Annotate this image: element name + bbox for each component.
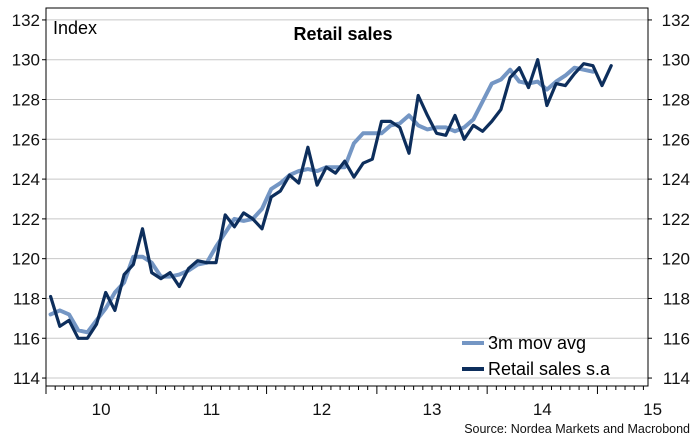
y-tick-label-left: 128 [12, 91, 40, 110]
y-tick-label-left: 132 [12, 11, 40, 30]
y-tick-label-right: 132 [662, 11, 690, 30]
legend-label-retail-sales-sa: Retail sales s.a [488, 359, 611, 379]
y-tick-label-left: 126 [12, 130, 40, 149]
y-tick-label-left: 116 [13, 329, 40, 348]
x-tick-label-year: 11 [203, 400, 221, 419]
chart-title: Retail sales [293, 24, 392, 44]
y-tick-label-right: 118 [663, 289, 690, 308]
legend: 3m mov avg Retail sales s.a [462, 333, 611, 379]
source-note: Source: Nordea Markets and Macrobond [464, 422, 690, 436]
x-tick-label-year: 14 [533, 400, 552, 419]
grid-lines [46, 19, 648, 379]
y-tick-label-left: 118 [13, 289, 40, 308]
legend-label-3m-mov-avg: 3m mov avg [488, 333, 586, 353]
y-tick-label-right: 130 [662, 51, 690, 70]
y-tick-label-right: 128 [662, 91, 690, 110]
x-tick-label-year: 10 [92, 400, 111, 419]
y-tick-label-left: 122 [12, 210, 40, 229]
y-tick-label-left: 114 [13, 369, 40, 388]
y-tick-label-right: 116 [663, 329, 690, 348]
x-tick-label-year: 15 [643, 400, 662, 419]
y-tick-label-left: 120 [12, 250, 40, 269]
series-line-retail-sales-s-a [48, 58, 613, 340]
plot-frame [45, 7, 649, 387]
y-tick-label-right: 124 [662, 170, 690, 189]
y-tick-label-right: 122 [662, 210, 690, 229]
x-tick-label-year: 13 [423, 400, 442, 419]
y-tick-label-right: 126 [662, 130, 690, 149]
axes [42, 7, 652, 394]
y-tick-label-right: 114 [663, 369, 690, 388]
series-lines [48, 58, 613, 340]
y-tick-label-left: 130 [12, 51, 40, 70]
y-tick-label-right: 120 [662, 250, 690, 269]
series-line-3m-mov-avg [48, 65, 595, 335]
tick-labels: 114 114 116 116 118 118 120 120 122 122 124 124 126 1… [12, 11, 690, 419]
y-axis-unit-label: Index [53, 18, 97, 38]
x-tick-label-year: 12 [312, 400, 331, 419]
y-tick-label-left: 124 [12, 170, 40, 189]
